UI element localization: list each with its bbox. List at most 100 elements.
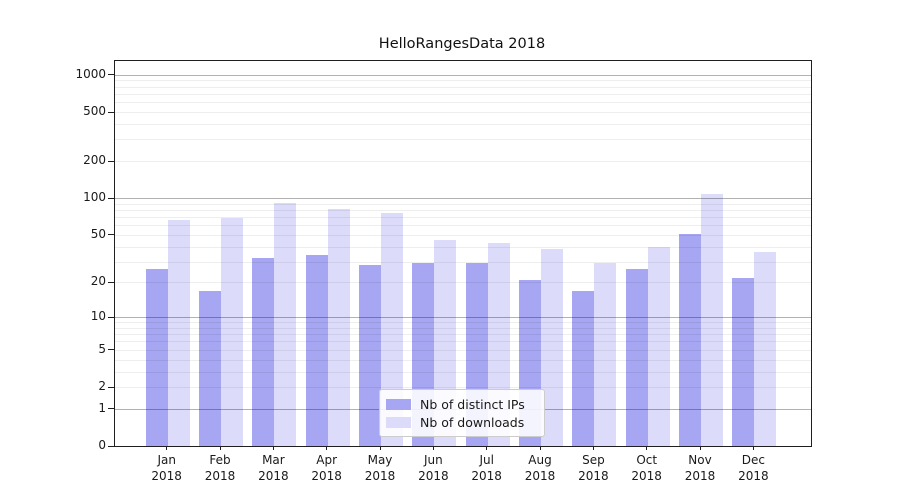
y-tick-label: 10 <box>90 309 106 324</box>
x-tick-mark <box>539 446 541 450</box>
x-tick-mark <box>699 446 701 450</box>
gridline <box>115 217 811 218</box>
x-tick-mark <box>326 446 328 450</box>
gridline <box>115 349 811 351</box>
x-tick-label: Mar 2018 <box>258 453 289 483</box>
gridline <box>115 322 811 324</box>
y-tick-label: 20 <box>90 274 106 289</box>
gridline <box>115 371 811 373</box>
gridline <box>115 93 811 95</box>
legend: Nb of distinct IPs Nb of downloads <box>379 389 545 437</box>
bar-downloads <box>327 208 350 446</box>
x-tick-mark <box>486 446 488 450</box>
bar-distinct-ips <box>572 290 595 446</box>
gridline <box>115 86 811 88</box>
gridline <box>115 209 811 211</box>
gridline <box>115 334 811 336</box>
bar-downloads <box>594 263 617 446</box>
x-tick-label: Feb 2018 <box>204 453 236 483</box>
y-tick-label: 1 <box>98 400 106 415</box>
gridline <box>115 225 811 227</box>
y-tick-mark <box>108 197 114 199</box>
bar-distinct-ips <box>199 290 222 446</box>
y-tick-mark <box>108 445 114 447</box>
x-tick-mark <box>272 446 275 450</box>
x-tick-mark <box>752 446 755 450</box>
y-tick-mark <box>108 281 114 284</box>
x-tick-label: Jun 2018 <box>418 453 449 483</box>
gridline <box>115 74 811 76</box>
y-tick-mark <box>108 111 114 113</box>
y-tick-mark <box>108 316 114 318</box>
y-tick-label: 100 <box>83 190 106 204</box>
gridline <box>115 80 811 82</box>
bar-downloads <box>647 246 670 446</box>
x-tick-mark <box>646 446 648 450</box>
legend-swatch-distinct-ips <box>386 398 411 410</box>
x-tick-mark <box>379 446 381 450</box>
bar-downloads <box>754 252 777 446</box>
y-tick-mark <box>108 349 114 351</box>
bar-distinct-ips <box>359 265 382 446</box>
y-tick-label: 5 <box>98 341 106 356</box>
gridline <box>115 327 811 329</box>
bar-downloads <box>541 249 564 446</box>
x-tick-mark <box>219 446 221 450</box>
y-tick-label: 50 <box>90 226 106 241</box>
x-tick-label: Dec 2018 <box>738 453 769 483</box>
gridline <box>115 139 811 141</box>
x-tick-mark <box>592 446 595 450</box>
legend-label-downloads: Nb of downloads <box>420 414 525 430</box>
y-tick-mark <box>108 74 114 76</box>
y-tick-label: 500 <box>83 104 106 118</box>
x-tick-label: Sep 2018 <box>578 453 609 483</box>
gridline <box>115 359 811 361</box>
bar-distinct-ips <box>145 268 168 446</box>
legend-entry-distinct-ips: Nb of distinct IPs <box>386 397 538 412</box>
x-tick-mark <box>432 446 435 450</box>
plot-area <box>108 60 812 447</box>
bar-downloads <box>274 203 297 446</box>
y-tick-label: 0 <box>98 438 106 452</box>
gridline <box>115 282 811 284</box>
legend-swatch-downloads <box>386 416 411 428</box>
y-tick-label: 1000 <box>75 66 106 81</box>
y-tick-mark <box>108 408 114 410</box>
x-tick-label: May 2018 <box>364 453 396 483</box>
bar-downloads <box>701 193 724 446</box>
gridline <box>115 317 811 319</box>
x-tick-mark <box>166 446 168 450</box>
x-tick-label: Apr 2018 <box>311 453 342 483</box>
legend-label-distinct-ips: Nb of distinct IPs <box>420 396 525 412</box>
x-tick-label: Oct 2018 <box>631 453 662 483</box>
y-tick-label: 2 <box>98 379 106 393</box>
gridline <box>115 387 811 388</box>
bar-distinct-ips <box>625 268 648 446</box>
bar-downloads <box>221 217 244 446</box>
bar-distinct-ips <box>679 233 702 446</box>
bar-downloads <box>167 220 190 446</box>
x-tick-label: Nov 2018 <box>684 453 716 483</box>
bar-distinct-ips <box>252 258 275 446</box>
gridline <box>115 261 811 263</box>
y-tick-mark <box>108 160 114 162</box>
x-tick-label: Jan 2018 <box>151 453 182 483</box>
gridline <box>115 112 811 113</box>
gridline <box>115 198 811 199</box>
y-tick-label: 200 <box>83 153 106 168</box>
gridline <box>115 203 811 205</box>
chart-title: HelloRangesData 2018 <box>378 36 546 52</box>
y-tick-mark <box>108 386 114 388</box>
gridline <box>115 123 811 125</box>
x-tick-label: Jul 2018 <box>471 453 502 483</box>
gridline <box>115 341 811 343</box>
bar-distinct-ips <box>732 277 755 446</box>
bar-downloads <box>381 213 404 446</box>
gridline <box>115 102 811 104</box>
gridline <box>115 161 811 163</box>
bar-distinct-ips <box>305 255 328 446</box>
legend-entry-downloads: Nb of downloads <box>386 415 538 430</box>
gridline <box>115 246 811 248</box>
y-tick-mark <box>108 234 114 236</box>
